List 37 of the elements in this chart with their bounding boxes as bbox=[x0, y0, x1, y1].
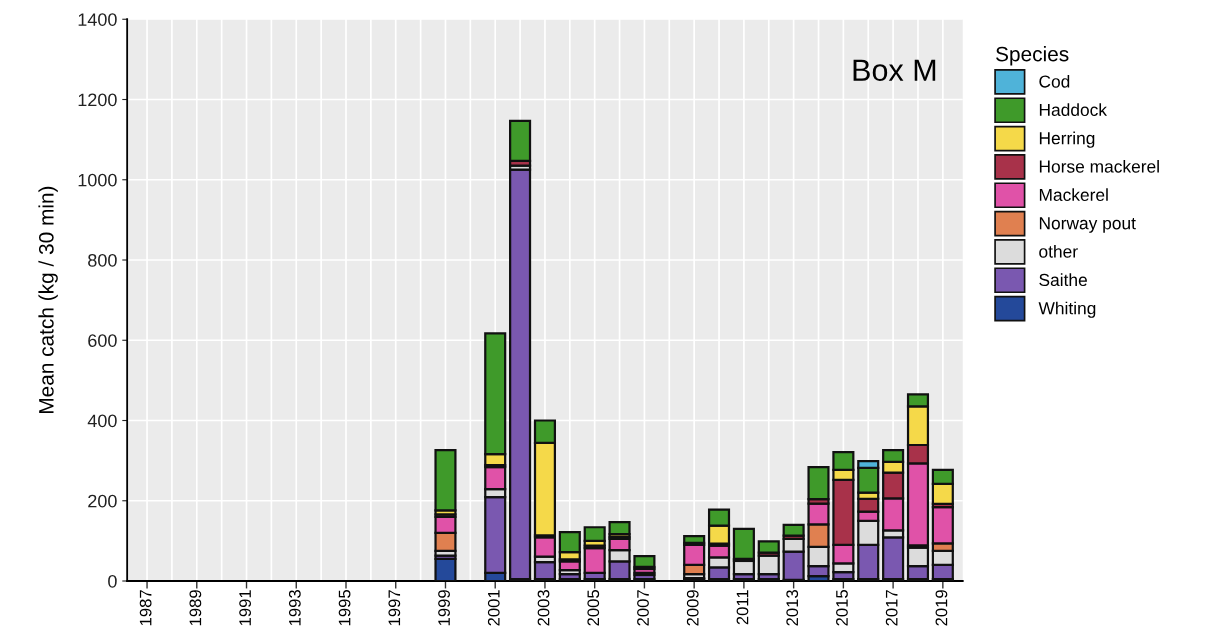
y-tick-label: 0 bbox=[108, 574, 117, 588]
x-tick-label: 2001 bbox=[487, 590, 500, 626]
y-tick-label: 800 bbox=[88, 253, 117, 267]
y-tick-label: 200 bbox=[88, 494, 117, 508]
y-tick-label: 600 bbox=[88, 334, 117, 347]
legend-label: Saithe bbox=[1039, 273, 1087, 287]
legend-label: Norway pout bbox=[1039, 217, 1136, 233]
legend-label: other bbox=[1039, 244, 1078, 258]
legend-label: Whiting bbox=[1038, 301, 1096, 318]
x-tick-label: 1993 bbox=[288, 590, 301, 626]
legend-title: Species bbox=[996, 46, 1069, 66]
legend-label: Haddock bbox=[1039, 103, 1108, 117]
x-tick-label: 1997 bbox=[388, 590, 401, 626]
x-tick-label: 2005 bbox=[587, 590, 600, 626]
annotation: Box M bbox=[853, 59, 936, 82]
y-tick-label: 1000 bbox=[78, 173, 117, 187]
x-tick-label: 2003 bbox=[537, 590, 550, 626]
y-tick-label: 1200 bbox=[78, 93, 117, 107]
legend-label: Cod bbox=[1039, 74, 1070, 88]
x-tick-label: 2019 bbox=[935, 590, 948, 626]
legend-label: Horse mackerel bbox=[1039, 159, 1159, 173]
x-tick-label: 2007 bbox=[637, 590, 649, 626]
x-tick-label: 2009 bbox=[686, 590, 699, 626]
legend-label: Mackerel bbox=[1039, 188, 1108, 202]
x-tick-label: 2013 bbox=[786, 590, 799, 626]
x-tick-label: 1991 bbox=[239, 590, 251, 626]
x-tick-label: 1995 bbox=[338, 590, 351, 626]
x-tick-label: 2017 bbox=[885, 590, 898, 626]
x-tick-label: 2011 bbox=[736, 590, 749, 625]
y-axis-title: Mean catch (kg / 30 min) bbox=[38, 186, 58, 414]
x-tick-label: 1989 bbox=[189, 590, 202, 626]
x-tick-label: 1999 bbox=[438, 590, 450, 626]
x-tick-label: 2015 bbox=[836, 590, 848, 626]
legend-label: Herring bbox=[1039, 131, 1095, 148]
y-tick-label: 400 bbox=[87, 414, 117, 428]
y-tick-label: 1400 bbox=[78, 13, 117, 26]
x-tick-label: 1987 bbox=[139, 590, 152, 626]
